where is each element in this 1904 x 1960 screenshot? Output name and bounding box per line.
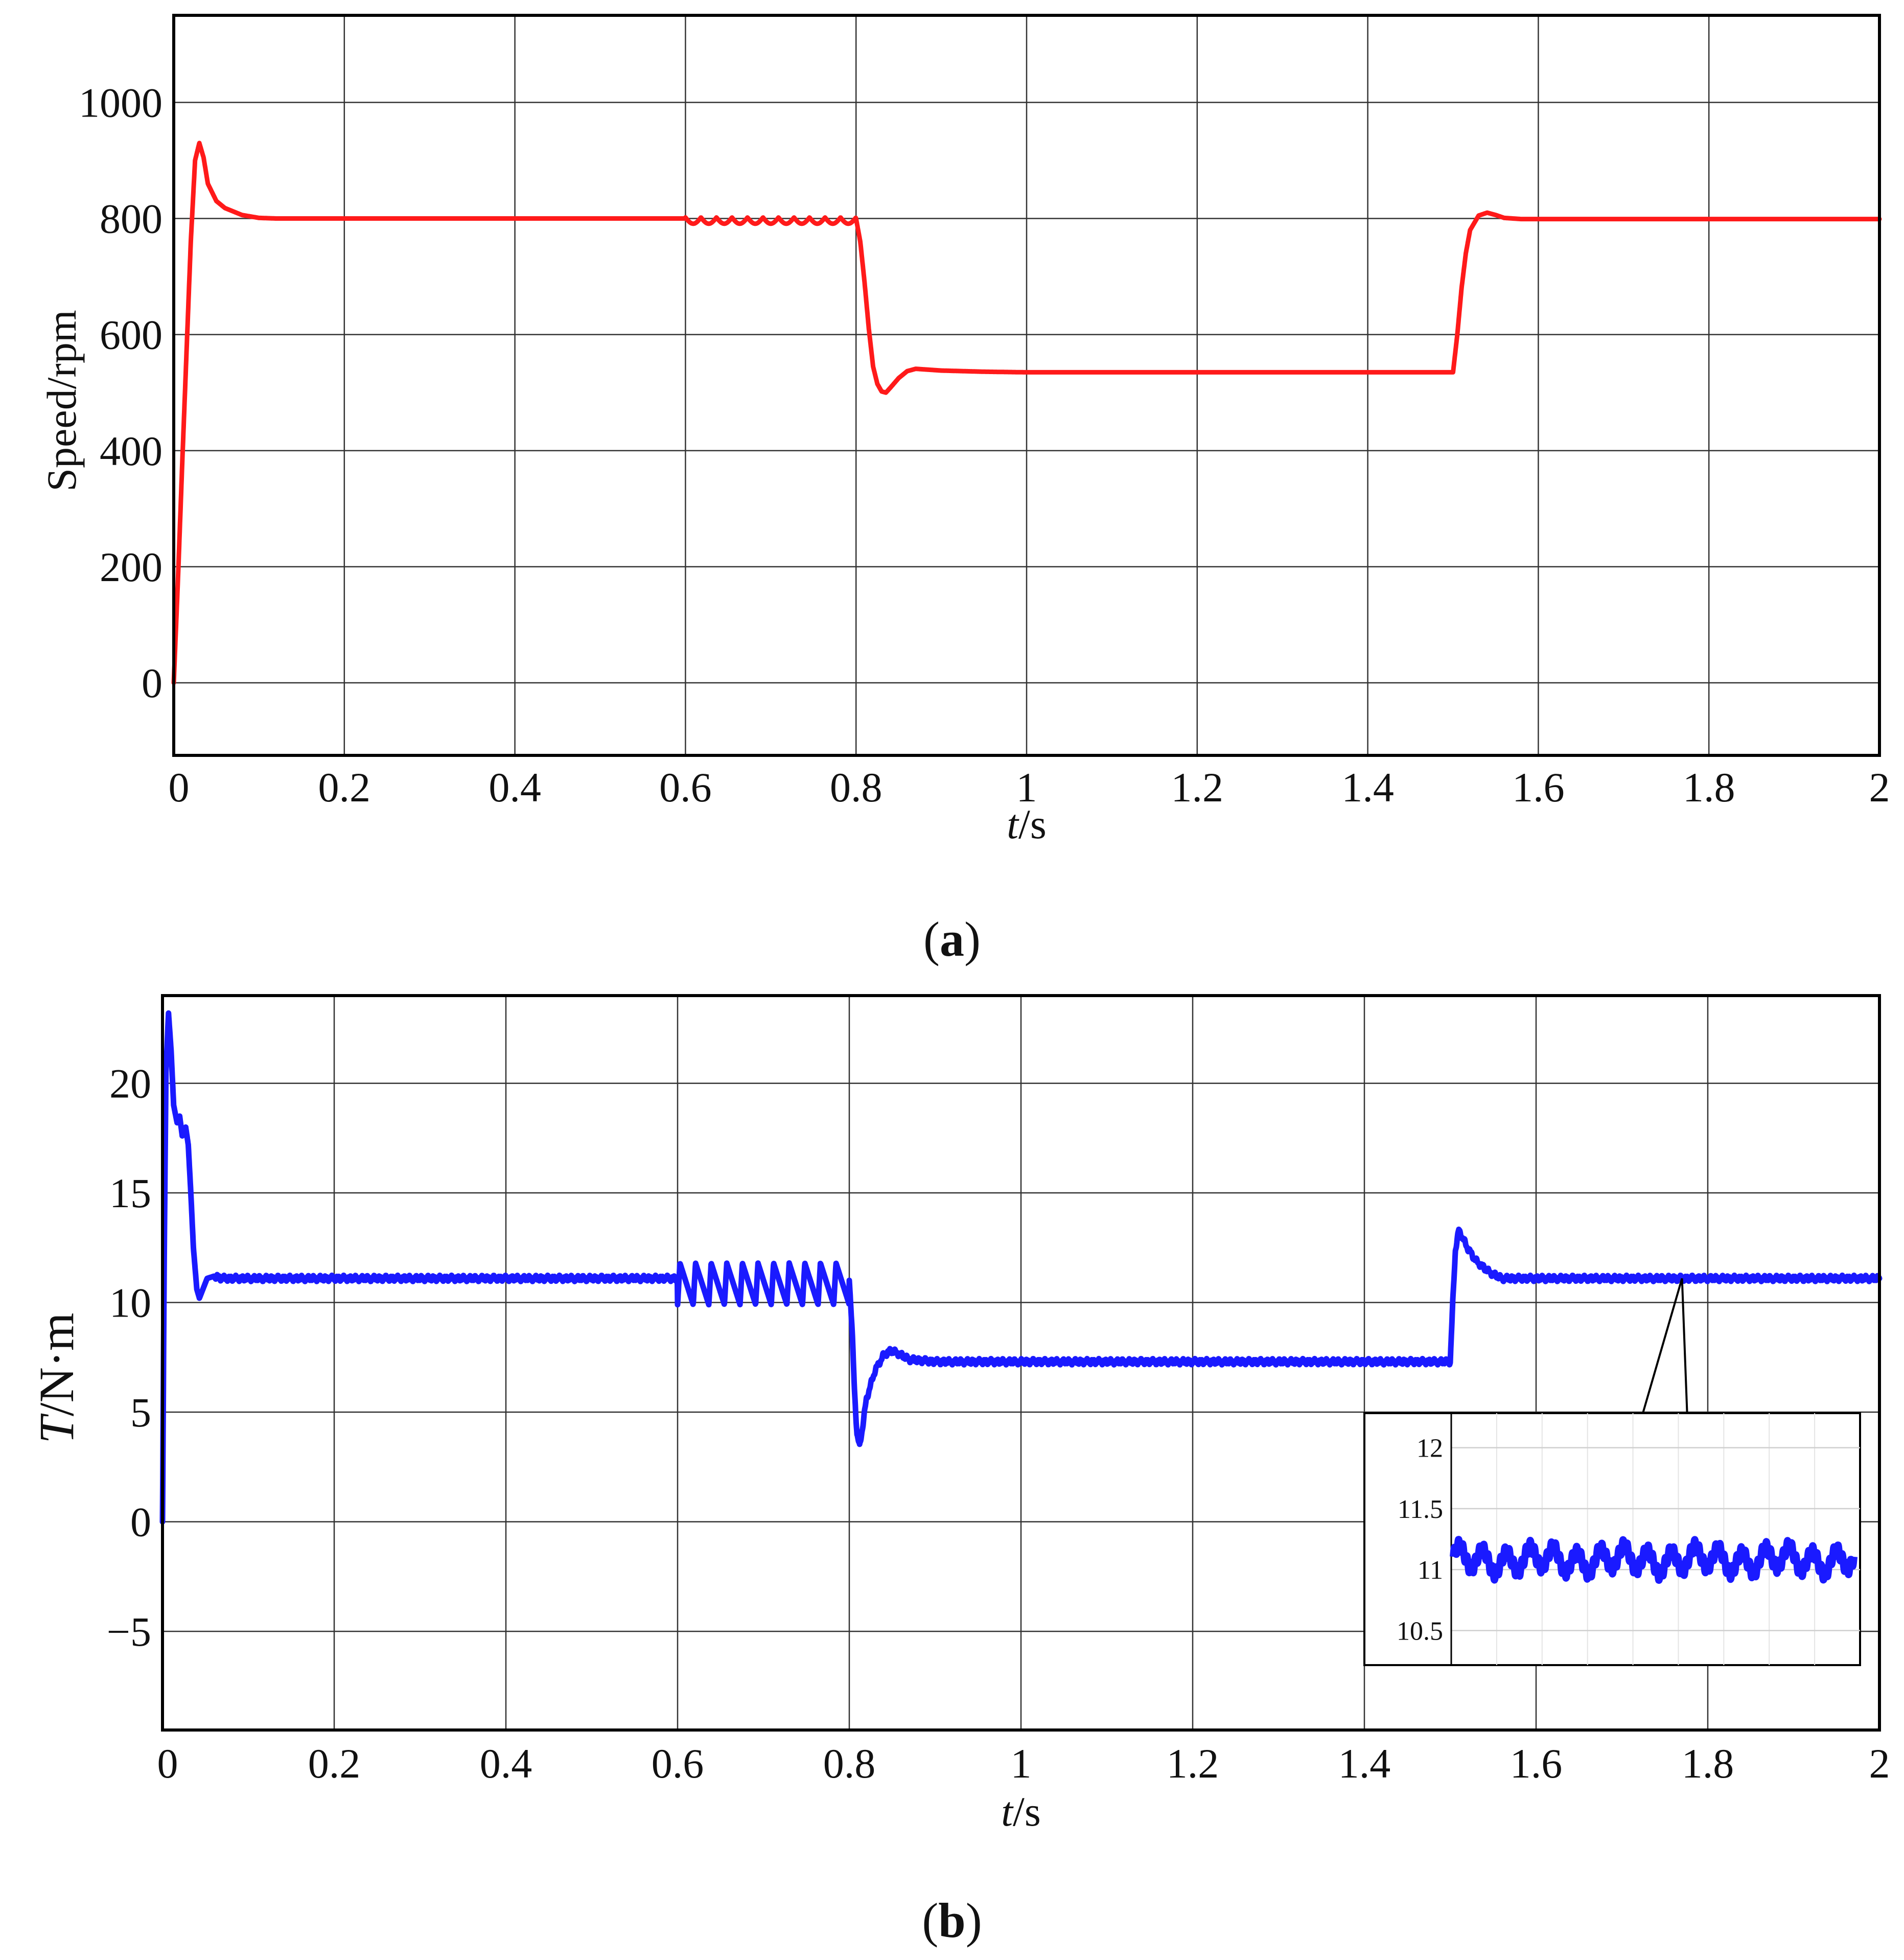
x-tick-label: 2 <box>1869 764 1890 811</box>
inset-y-tick-label: 11 <box>1418 1556 1443 1585</box>
torque-x-tick-labels: 0 0.2 0.4 0.6 0.8 1 1.2 1.4 1.6 1.8 2 <box>157 1740 1890 1787</box>
speed-series <box>171 141 1882 685</box>
speed-x-axis-label: t/s <box>1007 801 1047 847</box>
y-tick-label: 0 <box>142 660 162 706</box>
x-tick-label: 1.6 <box>1510 1740 1563 1787</box>
y-tick-label: 20 <box>109 1060 151 1107</box>
x-tick-label: 1.2 <box>1167 1740 1219 1787</box>
y-tick-label: 5 <box>130 1389 151 1436</box>
inset-frame <box>1363 1412 1861 1666</box>
x-tick-label: 0.6 <box>652 1740 704 1787</box>
torque-x-axis-label: t/s <box>1001 1788 1041 1835</box>
panel-b-caption: (b) <box>922 1893 982 1948</box>
x-tick-label: 0.8 <box>830 764 883 811</box>
x-tick-label: 1.8 <box>1682 1740 1734 1787</box>
speed-x-tick-labels: 0 0.2 0.4 0.6 0.8 1 1.2 1.4 1.6 1.8 2 <box>169 764 1890 811</box>
y-tick-label: 800 <box>100 195 162 242</box>
y-tick-label: 0 <box>130 1498 151 1545</box>
speed-plot-frame <box>172 14 1881 757</box>
x-tick-label: 1 <box>1011 1740 1032 1787</box>
inset-torque-line <box>1450 1536 1857 1584</box>
torque-y-tick-labels: −5 0 5 10 15 20 <box>107 1060 151 1655</box>
x-tick-label: 1.8 <box>1683 764 1735 811</box>
y-tick-label: 1000 <box>79 79 162 126</box>
speed-chart: 0 0.2 0.4 0.6 0.8 1 1.2 1.4 1.6 1.8 2 0 200 400 600 80… <box>38 14 1890 966</box>
y-tick-label: 200 <box>100 544 162 590</box>
x-tick-label: 1.6 <box>1512 764 1565 811</box>
torque-series <box>159 1010 1883 1525</box>
x-tick-label: 1.4 <box>1338 1740 1391 1787</box>
torque-chart: 0 0.2 0.4 0.6 0.8 1 1.2 1.4 1.6 1.8 2 −5 0 5 10 15 20 t… <box>29 994 1890 1948</box>
inset-y-tick-label: 12 <box>1417 1434 1443 1463</box>
x-tick-label: 0 <box>169 764 190 811</box>
x-tick-label: 0.2 <box>308 1740 361 1787</box>
x-tick-label: 1.2 <box>1171 764 1224 811</box>
torque-line <box>159 1010 1883 1525</box>
x-tick-label: 0.8 <box>823 1740 876 1787</box>
speed-y-tick-labels: 0 200 400 600 800 1000 <box>79 79 162 706</box>
x-tick-label: 0.4 <box>480 1740 532 1787</box>
torque-plot-frame <box>161 994 1881 1732</box>
x-tick-label: 0.6 <box>659 764 712 811</box>
panel-a-caption: (a) <box>923 912 981 966</box>
y-tick-label: 15 <box>109 1170 151 1216</box>
x-tick-label: 2 <box>1869 1740 1890 1787</box>
y-tick-label: −5 <box>107 1608 151 1655</box>
x-tick-label: 0.4 <box>489 764 541 811</box>
inset-y-tick-label: 11.5 <box>1398 1495 1443 1524</box>
x-tick-label: 1 <box>1016 764 1037 811</box>
y-tick-label: 600 <box>100 312 162 358</box>
x-tick-label: 0 <box>157 1740 178 1787</box>
x-tick-label: 1.4 <box>1341 764 1394 811</box>
y-tick-label: 10 <box>109 1280 151 1326</box>
x-tick-label: 0.2 <box>318 764 371 811</box>
torque-y-axis-label: T/N·m <box>29 1312 84 1443</box>
zoom-inset: 10.5 11 11.5 12 <box>1363 1412 1861 1666</box>
speed-y-axis-label: Speed/rpm <box>38 310 85 491</box>
y-tick-label: 400 <box>100 428 162 474</box>
inset-y-tick-label: 10.5 <box>1397 1617 1443 1646</box>
speed-line <box>171 141 1882 685</box>
